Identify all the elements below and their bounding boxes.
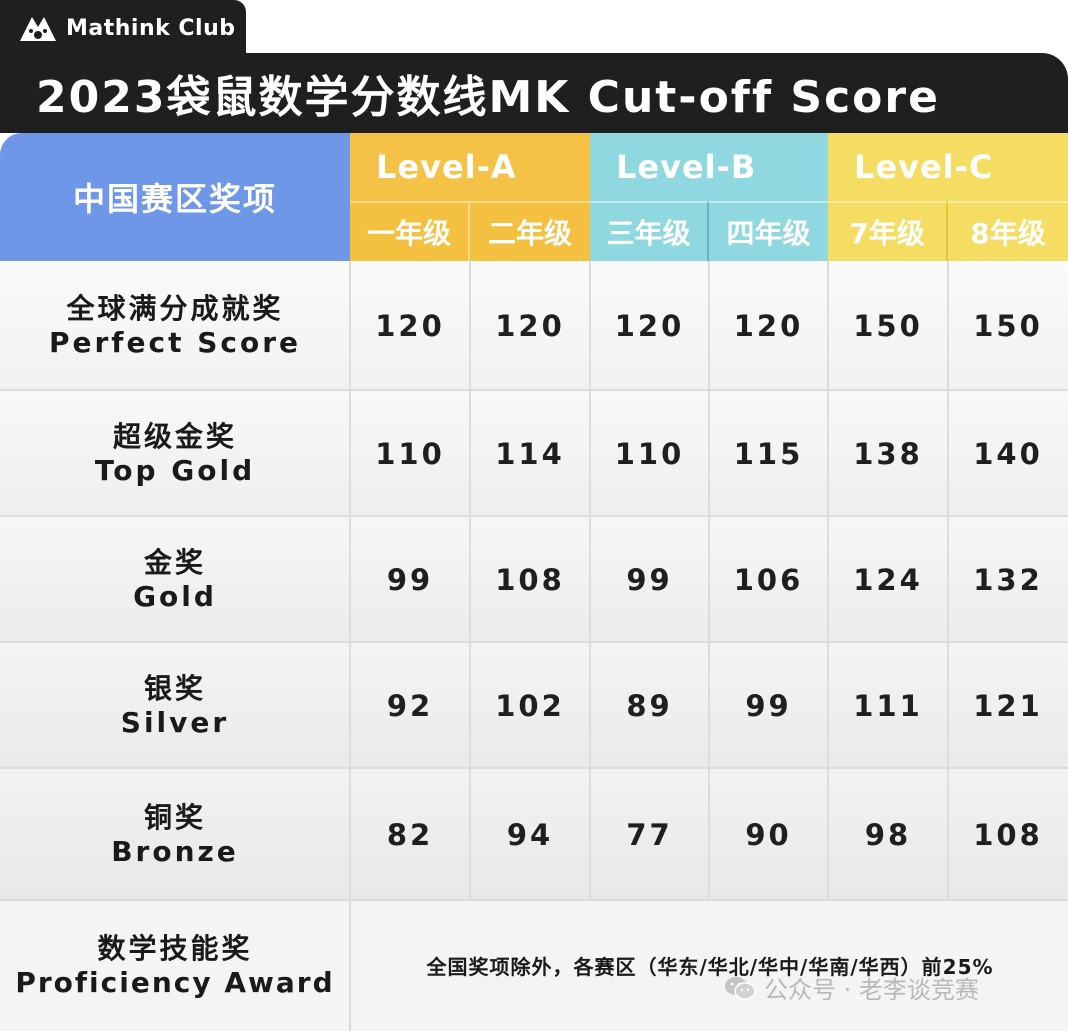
column-divider (827, 261, 829, 901)
score-cell: 89 (626, 689, 673, 723)
title-bar: 2023袋鼠数学分数线MK Cut-off Score (0, 53, 1068, 133)
grade-header: 三年级 (590, 201, 709, 261)
score-cell: 99 (745, 689, 792, 723)
score-cell: 120 (495, 309, 565, 343)
award-label: 铜奖 Bronze (0, 769, 350, 901)
row-divider (0, 515, 1068, 517)
row-divider (0, 389, 1068, 391)
level-b-header: Level-B (590, 133, 828, 201)
score-cell: 120 (375, 309, 445, 343)
award-label-en: Bronze (111, 835, 239, 868)
score-cell: 82 (386, 818, 434, 852)
column-divider (469, 261, 471, 901)
score-cell: 150 (973, 309, 1043, 343)
score-cell: 120 (614, 309, 685, 343)
wechat-icon (725, 976, 756, 1000)
score-cell: 98 (864, 818, 912, 852)
award-label: 银奖 Silver (0, 643, 350, 769)
score-cell: 110 (614, 437, 685, 471)
award-label-zh: 全球满分成就奖 (66, 292, 284, 325)
brand: Mathink Club (16, 10, 236, 46)
table-row (0, 261, 1068, 391)
score-cell: 90 (745, 818, 792, 852)
award-label-en: Gold (133, 580, 217, 613)
award-label-zh: 超级金奖 (112, 420, 237, 453)
award-label-en: Top Gold (94, 454, 256, 487)
score-cell: 120 (733, 309, 804, 343)
page-title: 2023袋鼠数学分数线MK Cut-off Score (36, 72, 940, 123)
score-cell: 108 (495, 563, 565, 597)
score-cell: 99 (626, 563, 673, 597)
level-c-header: Level-C (828, 133, 1068, 201)
award-label: 全球满分成就奖 Perfect Score (0, 261, 350, 391)
score-cell: 140 (973, 437, 1043, 471)
score-cell: 124 (853, 563, 923, 597)
grade-header: 8年级 (948, 201, 1068, 261)
level-a-header: Level-A (350, 133, 590, 201)
score-table: 中国赛区奖项 Level-A Level-B Level-C 一年级 二年级 三… (0, 133, 1068, 1031)
score-cell: 138 (853, 437, 923, 471)
score-cell: 115 (733, 437, 804, 471)
score-cell: 94 (506, 818, 554, 852)
column-divider (708, 261, 710, 901)
score-cell: 114 (495, 437, 565, 471)
award-label-zh: 铜奖 (143, 801, 206, 834)
award-label-zh: 银奖 (143, 672, 206, 705)
score-cell: 77 (626, 818, 673, 852)
brand-tab: Mathink Club (0, 0, 246, 60)
table-row (0, 517, 1068, 643)
award-label: 金奖 Gold (0, 517, 350, 643)
table-row (0, 901, 1068, 1031)
score-cell: 106 (733, 563, 804, 597)
score-cell: 92 (386, 689, 434, 723)
award-label: 数学技能奖 Proficiency Award (0, 901, 350, 1031)
column-divider (589, 261, 591, 901)
column-divider (947, 261, 949, 901)
award-label-zh: 金奖 (143, 546, 206, 579)
column-divider (349, 261, 351, 1031)
score-cell: 132 (973, 563, 1043, 597)
row-divider (0, 641, 1068, 643)
table-row (0, 391, 1068, 517)
table-row (0, 643, 1068, 769)
proficiency-note: 全国奖项除外，各赛区（华东/华北/华中/华南/华西）前25% (426, 954, 994, 979)
watermark-text: 公众号 · 老李谈竞赛 (764, 976, 979, 1004)
award-label-en: Perfect Score (48, 326, 302, 359)
score-cell: 150 (853, 309, 923, 343)
watermark: 公众号 · 老李谈竞赛 (724, 970, 979, 1005)
row-divider (0, 899, 1068, 901)
grade-header: 二年级 (470, 201, 590, 261)
award-label-zh: 数学技能奖 (97, 932, 253, 965)
row-divider (0, 767, 1068, 769)
grade-header: 7年级 (828, 201, 948, 261)
award-label-en: Proficiency Award (15, 966, 335, 999)
score-cell: 108 (973, 818, 1043, 852)
table-row (0, 769, 1068, 901)
brand-name: Mathink Club (66, 15, 236, 41)
grade-header: 一年级 (350, 201, 470, 261)
score-cell: 99 (386, 563, 434, 597)
score-cell: 111 (853, 689, 923, 723)
grade-header: 四年级 (709, 201, 828, 261)
paw-logo-icon (20, 17, 56, 41)
score-cell: 102 (495, 689, 565, 723)
award-label: 超级金奖 Top Gold (0, 391, 350, 517)
award-label-en: Silver (120, 706, 230, 739)
score-cell: 121 (973, 689, 1043, 723)
award-column-header: 中国赛区奖项 (0, 133, 350, 261)
score-cell: 110 (375, 437, 445, 471)
